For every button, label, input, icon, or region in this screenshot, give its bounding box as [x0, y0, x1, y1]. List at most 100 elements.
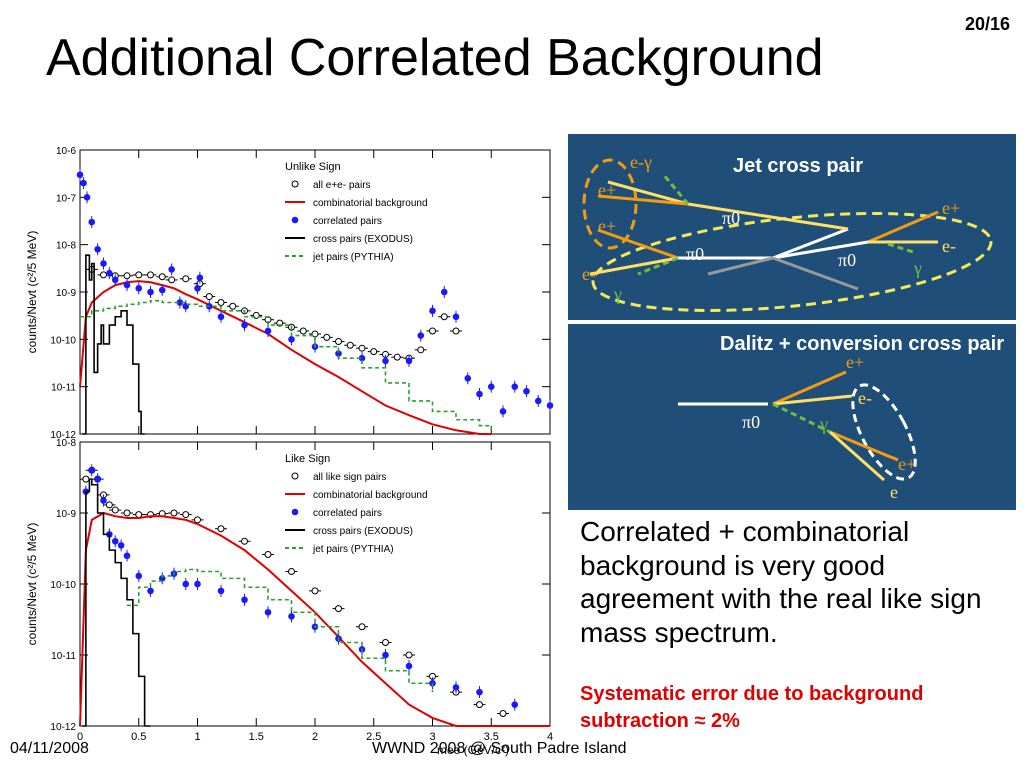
y-tick-label: 10-8 — [56, 438, 76, 449]
data-point — [429, 327, 436, 335]
data-point — [405, 357, 413, 365]
label-e-plus: e+ — [898, 454, 916, 474]
legend-title: Unlike Sign — [285, 161, 341, 173]
data-point — [94, 475, 101, 483]
footer-venue: WWND 2008 @ South Padre Island — [372, 740, 627, 757]
data-point — [83, 194, 91, 201]
data-point — [241, 537, 248, 545]
x-tick-label: 3 — [429, 731, 435, 743]
label-gamma: γ — [613, 284, 622, 304]
data-point — [176, 299, 184, 306]
chart-legend: Unlike Sign all e+e- pairs combinatorial b… — [285, 161, 428, 263]
highlight-text: Systematic error due to background subtr… — [580, 683, 924, 732]
data-point — [393, 353, 401, 361]
y-tick-label: 10-6 — [56, 146, 76, 157]
data-point — [80, 179, 87, 187]
label-pi0: π0 — [742, 412, 760, 432]
data-point — [288, 567, 295, 575]
y-tick-label: 10-12 — [50, 430, 76, 441]
series-cross-pairs-exodus- — [82, 254, 145, 435]
circle-outline — [582, 158, 638, 250]
data-point — [476, 701, 483, 709]
data-point — [182, 275, 190, 283]
data-point — [205, 293, 213, 301]
label-e-minus: e — [890, 482, 898, 502]
data-point — [170, 509, 178, 517]
legend-label: all like sign pairs — [313, 472, 386, 483]
x-tick-label: 0 — [77, 731, 83, 743]
legend-swatch — [291, 180, 299, 188]
plot-panel-top: 10-6 10-7 10-8 10-9 10-10 10-11 10-12 counts/Ne… — [25, 146, 554, 441]
data-point — [88, 218, 96, 226]
data-point — [288, 613, 295, 620]
data-point — [382, 638, 389, 646]
data-point — [534, 397, 542, 405]
y-tick-label: 10-7 — [56, 193, 76, 204]
data-point — [217, 299, 225, 307]
x-tick-label: 2 — [312, 731, 318, 743]
series-jet-pairs-pythia- — [80, 300, 493, 431]
legend-label: cross pairs (EXODUS) — [313, 234, 413, 245]
plot-frame — [79, 149, 551, 435]
legend-swatch — [291, 216, 299, 224]
positron-track — [772, 370, 847, 406]
data-point — [168, 276, 176, 284]
gray-track — [707, 256, 774, 276]
y-tick-label: 10-12 — [50, 722, 76, 733]
data-point — [217, 313, 225, 321]
gamma-track — [887, 242, 914, 254]
label-e-gamma: e-γ — [630, 152, 652, 172]
plot-frame — [79, 441, 551, 727]
data-point — [147, 288, 154, 296]
data-point — [123, 552, 131, 560]
spectrum-plots: 10-6 10-7 10-8 10-9 10-10 10-11 10-12 counts/Ne… — [25, 146, 554, 757]
data-point — [123, 272, 131, 280]
data-point — [476, 688, 483, 696]
plot-panel-bottom: 10-8 10-9 10-10 10-11 10-120 0.5 1 1.5 2 2.5 3 3.5 4… — [25, 438, 553, 757]
y-tick-label: 10-10 — [50, 580, 76, 591]
label-e-plus: e+ — [846, 352, 864, 372]
legend-label: correlated pairs — [313, 216, 382, 227]
series-step-line — [82, 254, 145, 435]
y-axis-label: counts/Nevt (c²/5 MeV) — [25, 523, 39, 646]
series-cross-pairs-exodus- — [82, 478, 151, 727]
ellipse-outline — [591, 212, 993, 312]
positron-track — [867, 210, 939, 244]
data-point — [299, 327, 307, 335]
gamma-track — [637, 256, 679, 276]
label-pi0: π0 — [838, 250, 856, 270]
ellipse-outline — [851, 383, 917, 481]
data-point — [111, 537, 119, 545]
series-correlated-pairs — [76, 168, 554, 418]
legend-label: jet pairs (PYTHIA) — [312, 252, 394, 263]
data-point — [147, 271, 154, 279]
electron-track — [687, 202, 849, 231]
chart-legend: Like Sign all like sign pairs combinatoria… — [285, 453, 428, 555]
y-tick-label: 10-9 — [56, 509, 76, 520]
data-point — [135, 271, 143, 279]
diagram-title: Dalitz + conversion cross pair — [720, 333, 1004, 355]
data-point — [358, 344, 366, 352]
positron-track — [829, 430, 899, 462]
data-point — [106, 269, 113, 277]
data-point — [196, 274, 204, 282]
gray-track — [772, 256, 859, 291]
diagram-background — [568, 324, 1016, 510]
footer-date: 04/11/2008 — [10, 740, 89, 757]
label-gamma: γ — [819, 414, 828, 434]
data-point — [452, 313, 460, 321]
data-point — [417, 346, 425, 354]
data-point — [511, 701, 519, 708]
series-combinatorial-background — [79, 511, 550, 727]
diagram-background — [568, 134, 1016, 320]
data-point — [511, 383, 519, 390]
y-tick-label: 10-11 — [51, 651, 76, 662]
data-point — [464, 375, 472, 382]
data-point — [264, 327, 272, 335]
data-point — [358, 354, 366, 362]
label-e-plus: e+ — [598, 216, 616, 236]
electron-track — [589, 256, 679, 276]
data-point — [158, 286, 166, 294]
label-gamma: γ — [913, 258, 922, 278]
data-point — [499, 709, 507, 717]
